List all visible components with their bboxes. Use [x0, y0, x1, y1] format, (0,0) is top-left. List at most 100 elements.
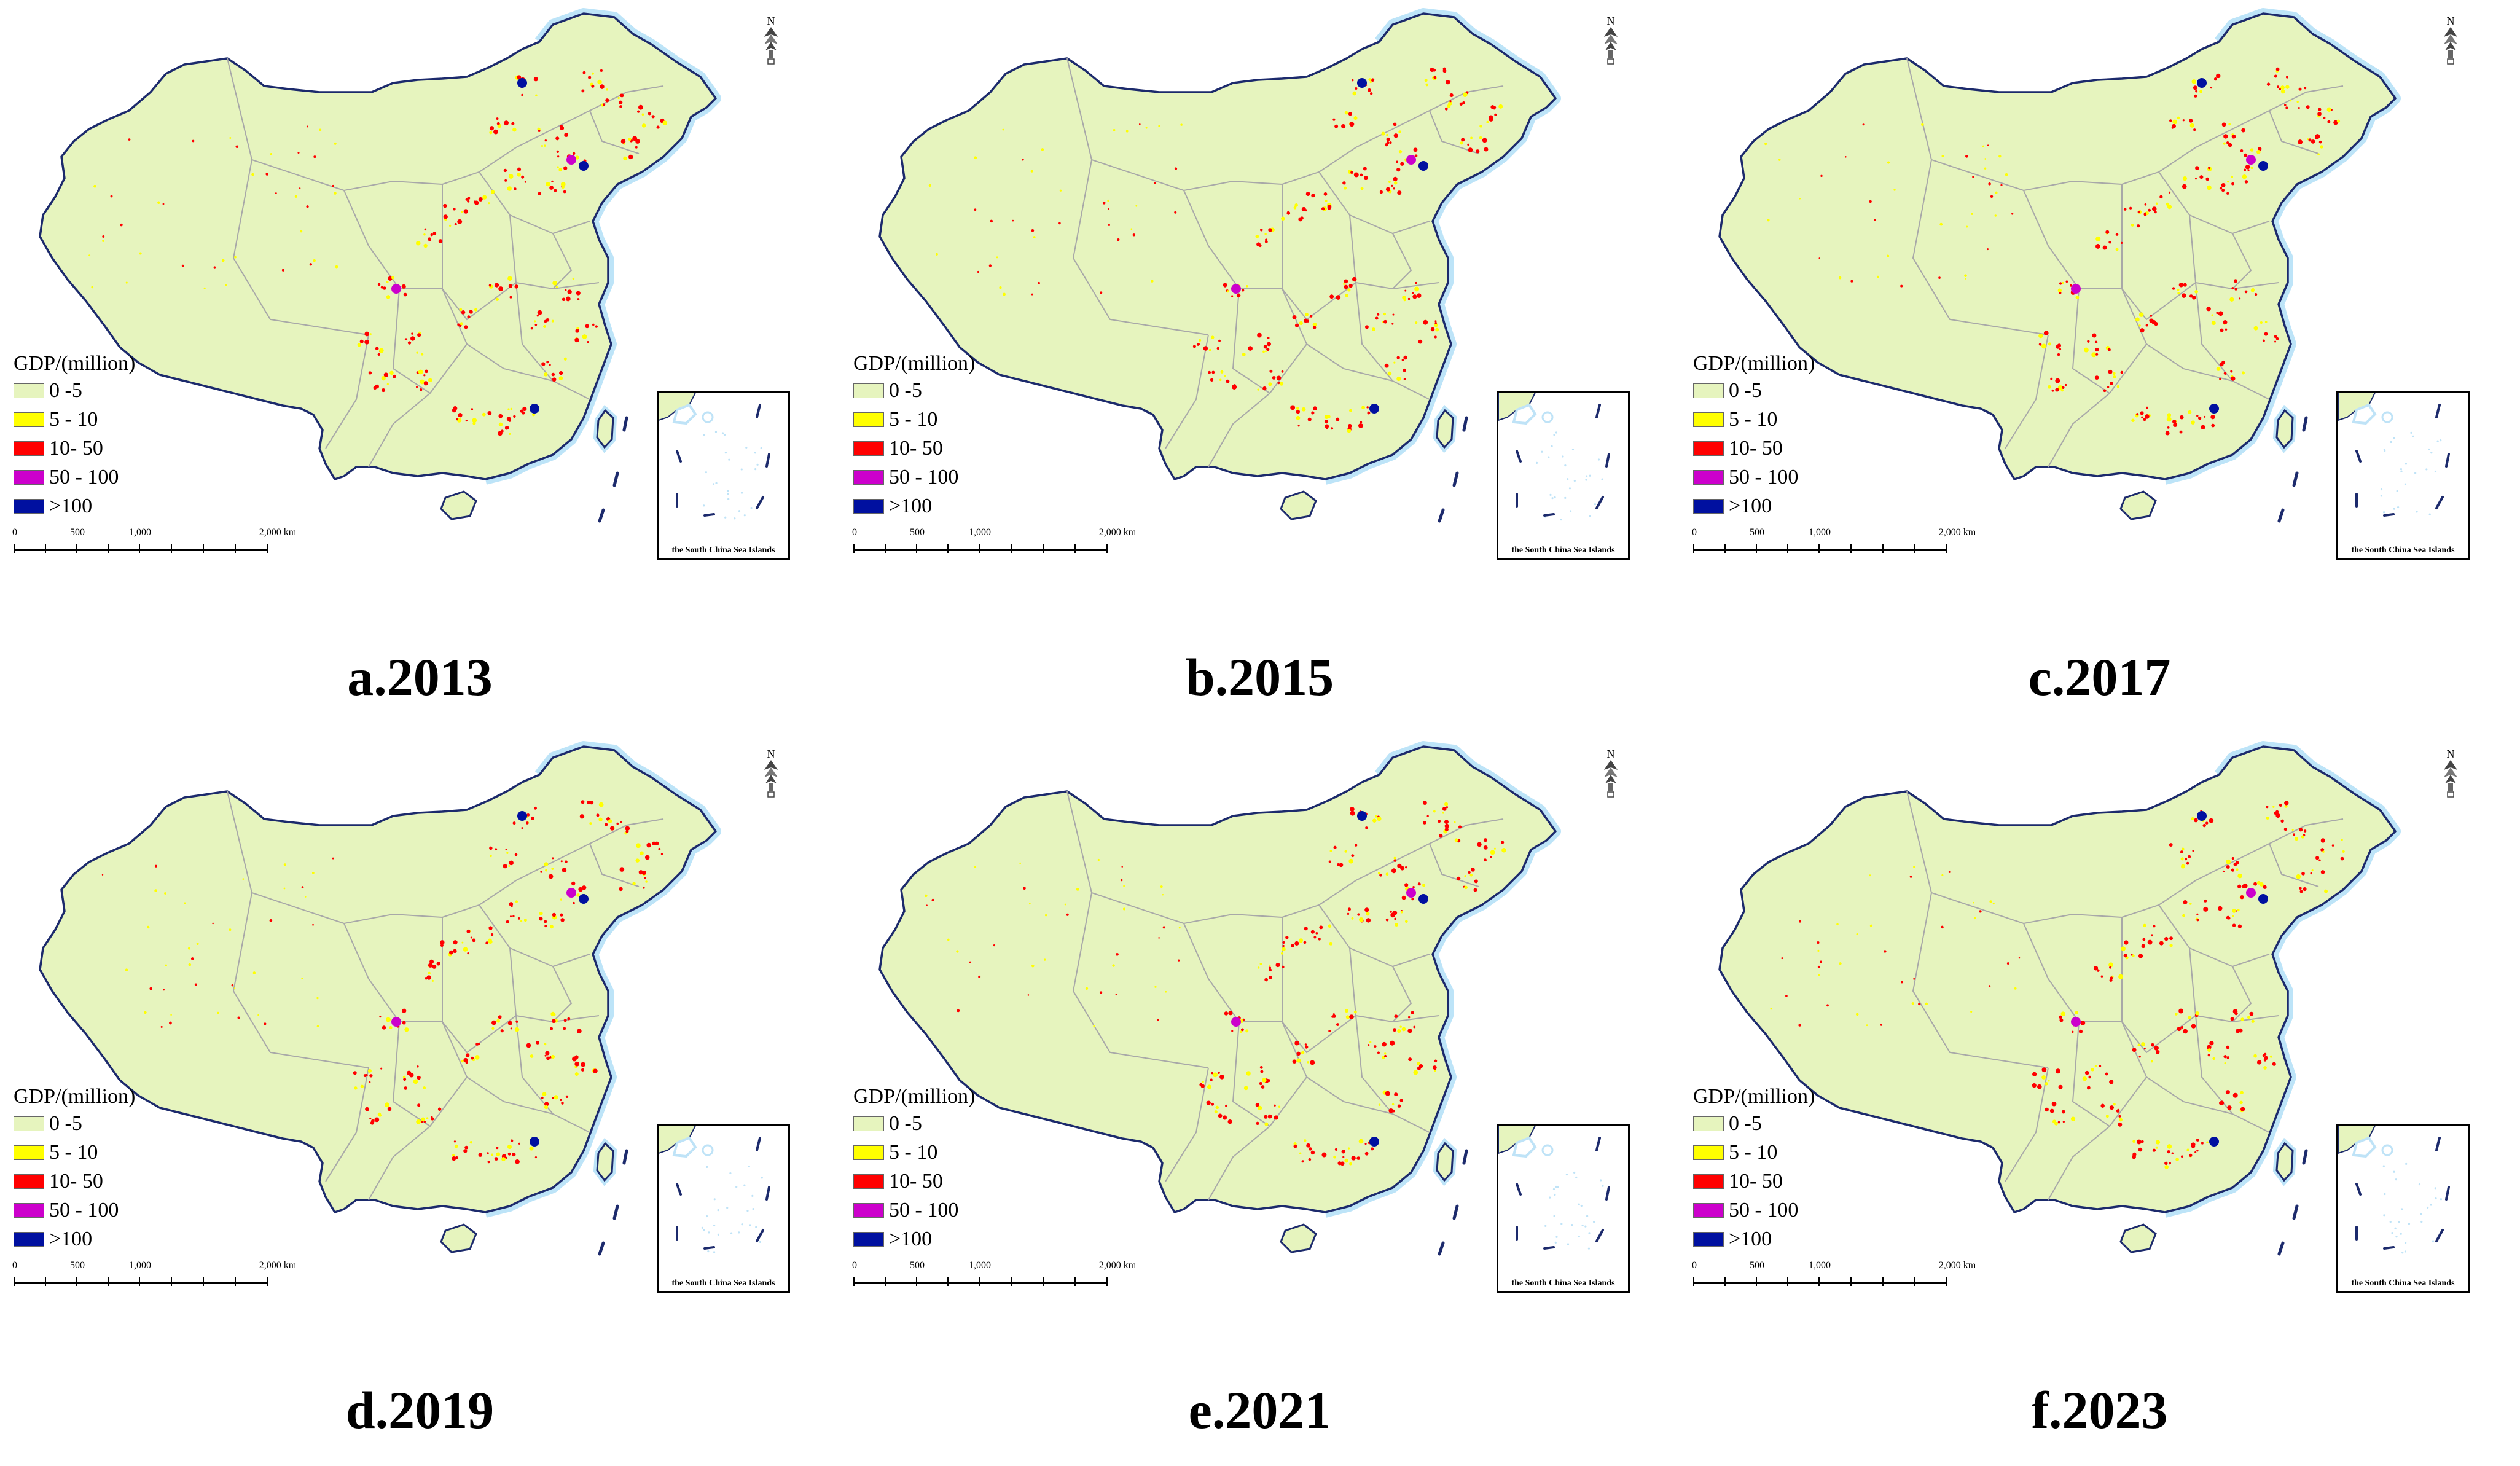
legend-item: 10- 50 [1693, 434, 1896, 463]
scale-tick [947, 544, 949, 553]
legend-item: 0 -5 [14, 376, 216, 405]
legend-label: 5 - 10 [889, 1140, 938, 1164]
china-gdp-map [1718, 8, 2401, 523]
legend-item: 10- 50 [853, 1167, 1056, 1196]
legend-swatch [1693, 1202, 1724, 1218]
legend-swatch [1693, 441, 1724, 456]
legend-label: 5 - 10 [49, 407, 98, 431]
inset-label: the South China Sea Islands [1511, 1279, 1615, 1288]
north-arrow-icon: N [764, 15, 778, 65]
panel-caption: a.2013 [347, 648, 493, 707]
legend-label: 5 - 10 [1729, 407, 1778, 431]
map-panel: N GDP/(million) 0 -5 5 - 10 10- 50 [0, 733, 840, 1466]
scale-label: 0 [1692, 1260, 1697, 1271]
scale-tick [1946, 1277, 1947, 1286]
legend-label: 0 -5 [889, 1111, 922, 1135]
province-boundaries [227, 58, 664, 468]
scale-tick [1850, 1277, 1852, 1286]
south-china-sea-inset: the South China Sea Islands [1497, 391, 1630, 560]
legend-label: 10- 50 [889, 1169, 943, 1193]
scale-label: 2,000 km [1098, 1260, 1137, 1271]
legend-label: 10- 50 [49, 436, 103, 460]
north-arrow: N [2441, 14, 2460, 69]
scale-bar: 0 500 1,000 2,000 km [12, 527, 296, 558]
inset-islands [701, 1165, 763, 1253]
legend-swatch [1693, 1145, 1724, 1160]
scale-tick [885, 1277, 886, 1286]
svg-text:N: N [1607, 15, 1615, 27]
legend-label: 50 - 100 [1729, 465, 1799, 488]
panel-caption: d.2019 [345, 1381, 495, 1440]
taiwan-island [1436, 409, 1454, 449]
scale-label: 1,000 [129, 527, 151, 538]
scale-tick [203, 544, 204, 553]
legend-swatch [1693, 412, 1724, 427]
map-panel: N GDP/(million) 0 -5 5 - 10 10- 50 [1680, 0, 2519, 733]
legend-label: 0 -5 [889, 378, 922, 402]
gdp-hotspots [101, 800, 663, 1164]
legend-label: 50 - 100 [889, 465, 959, 488]
map-legend: GDP/(million) 0 -5 5 - 10 10- 50 50 - 10… [1693, 1084, 1896, 1253]
legend-item: 50 - 100 [14, 463, 216, 492]
scale-label: 2,000 km [259, 1260, 297, 1271]
scale-tick [1724, 1277, 1726, 1286]
boundary-dashes [1438, 416, 1468, 523]
svg-text:N: N [2447, 15, 2455, 27]
north-arrow-icon: N [2444, 15, 2457, 65]
legend-swatch [853, 498, 884, 514]
south-china-sea-inset: the South China Sea Islands [1497, 1124, 1630, 1293]
inset-map [658, 392, 770, 520]
legend-swatch [14, 1174, 44, 1189]
taiwan-island [596, 409, 614, 449]
legend-item: 50 - 100 [1693, 1196, 1896, 1225]
legend-item: 10- 50 [14, 1167, 216, 1196]
gdp-hotspots [924, 801, 1506, 1166]
scale-label: 1,000 [969, 1260, 991, 1271]
map-legend: GDP/(million) 0 -5 5 - 10 10- 50 50 - 10… [1693, 351, 1896, 520]
gdp-hotspots [88, 69, 668, 436]
legend-swatch [853, 1145, 884, 1160]
china-mainland [878, 745, 1557, 1213]
panel-caption: e.2021 [1188, 1381, 1331, 1440]
legend-item: 50 - 100 [1693, 463, 1896, 492]
legend-label: 10- 50 [889, 436, 943, 460]
legend-swatch [14, 498, 44, 514]
legend-item: 50 - 100 [14, 1196, 216, 1225]
legend-item: >100 [853, 1225, 1056, 1253]
panel-caption: f.2023 [2031, 1381, 2168, 1440]
scale-tick [1074, 1277, 1076, 1286]
scale-tick [1787, 544, 1788, 553]
scale-line [1693, 1282, 1947, 1284]
legend-label: 10- 50 [1729, 1169, 1783, 1193]
scale-label: 0 [852, 1260, 857, 1271]
scale-tick [1106, 1277, 1108, 1286]
scale-label: 500 [1750, 1260, 1764, 1271]
legend-title: GDP/(million) [1693, 1085, 1815, 1108]
scale-line [14, 549, 268, 551]
north-arrow: N [2441, 747, 2460, 802]
province-boundaries [1066, 58, 1504, 468]
scale-tick [1106, 544, 1108, 553]
scale-label: 0 [1692, 527, 1697, 538]
scale-tick [1914, 1277, 1915, 1286]
legend-swatch [1693, 1174, 1724, 1189]
scale-label: 500 [70, 1260, 85, 1271]
legend-item: 0 -5 [853, 376, 1056, 405]
china-gdp-map [39, 8, 721, 523]
legend-label: >100 [1729, 1227, 1772, 1250]
svg-text:N: N [2447, 748, 2455, 760]
scale-tick [916, 1277, 917, 1286]
scale-label: 500 [910, 527, 925, 538]
legend-label: 0 -5 [1729, 378, 1762, 402]
inset-islands [1535, 431, 1603, 521]
legend-item: >100 [1693, 492, 1896, 520]
boundary-dashes [598, 1149, 628, 1256]
north-arrow-icon: N [764, 748, 778, 798]
scale-tick [1756, 544, 1757, 553]
legend-item: >100 [853, 492, 1056, 520]
scale-tick [853, 544, 855, 553]
legend-title: GDP/(million) [853, 1085, 976, 1108]
legend-swatch [1693, 498, 1724, 514]
legend-swatch [14, 469, 44, 485]
scale-tick [171, 544, 172, 553]
